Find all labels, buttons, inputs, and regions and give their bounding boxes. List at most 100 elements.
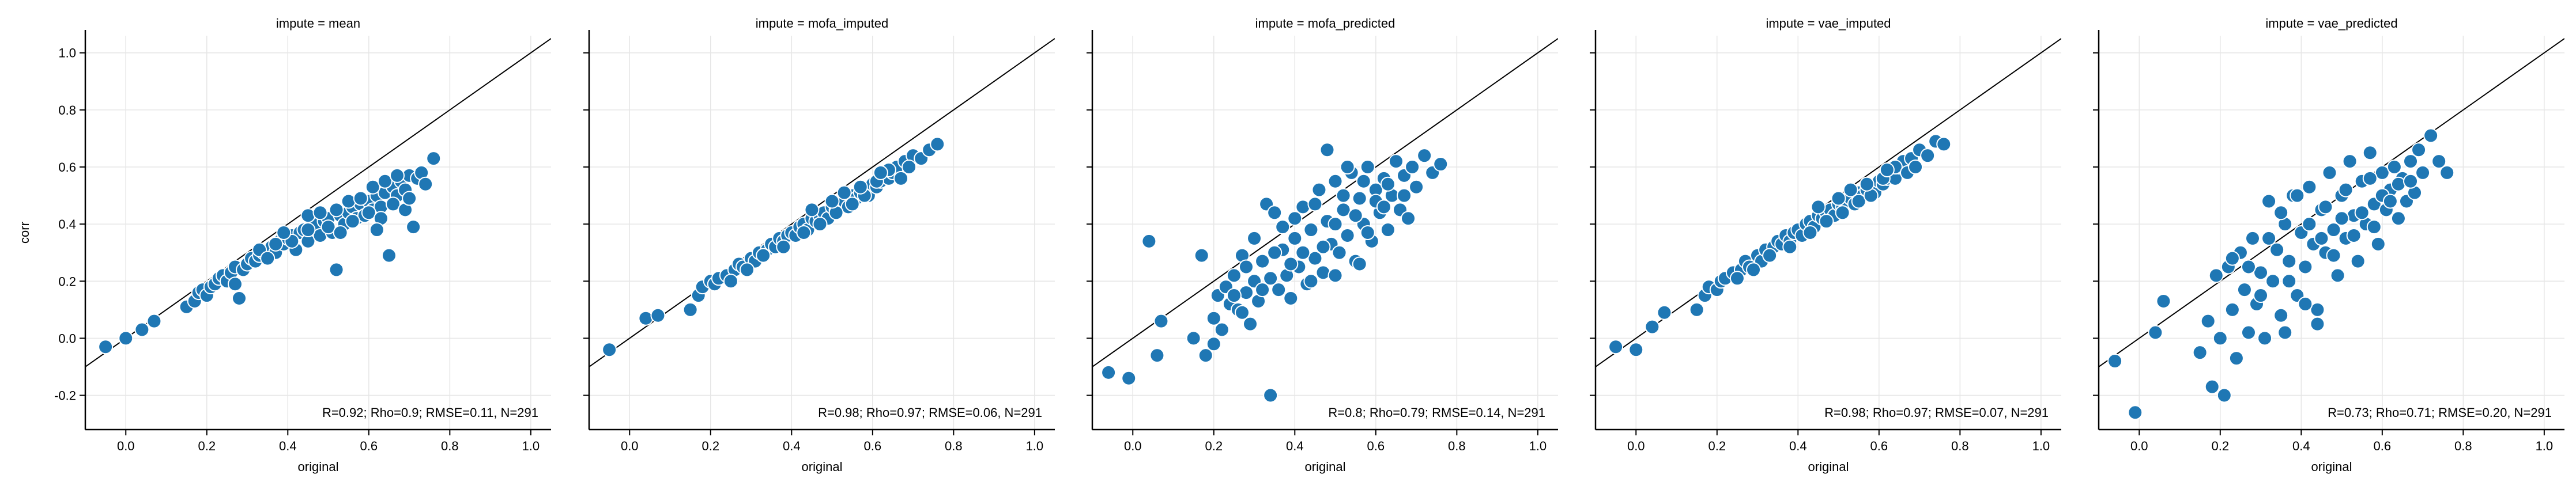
data-point: [2334, 211, 2349, 226]
data-point: [2302, 217, 2317, 232]
data-point: [1908, 160, 1923, 174]
data-point: [1271, 282, 1287, 298]
data-point: [1879, 162, 1895, 177]
data-point: [1843, 182, 1858, 198]
data-point: [369, 222, 384, 238]
data-point: [1263, 388, 1278, 403]
panel-3: 0.0 0.2 0.4 0.6 0.8 1.0 impute = mofa_predicte…: [1087, 16, 1558, 474]
y-tick-label: 0.0: [58, 331, 76, 346]
x-tick-label: 0.6: [360, 439, 378, 453]
data-point: [1851, 193, 1866, 209]
data-point: [2204, 379, 2220, 394]
data-point: [1255, 282, 1270, 298]
data-point: [1247, 230, 1262, 246]
data-point: [756, 248, 771, 263]
data-point: [740, 262, 755, 278]
data-point: [1287, 211, 1303, 226]
x-tick-label: 0.4: [1286, 439, 1304, 453]
data-point: [365, 179, 380, 195]
data-point: [231, 291, 247, 306]
data-point: [329, 202, 344, 218]
data-point: [1303, 274, 1319, 289]
x-axis-label: original: [1305, 460, 1346, 474]
x-tick-label: 0.0: [621, 439, 639, 453]
data-point: [2265, 274, 2281, 289]
data-point: [2342, 154, 2358, 169]
data-point: [1360, 160, 1375, 174]
data-point: [1206, 310, 1221, 326]
data-point: [1380, 176, 1396, 192]
data-point: [853, 179, 868, 195]
data-point: [2200, 313, 2216, 329]
data-point: [2415, 165, 2431, 180]
data-point: [1255, 253, 1270, 269]
data-point: [804, 202, 820, 218]
data-point: [2318, 199, 2333, 215]
data-point: [1332, 245, 1347, 260]
data-point: [2326, 222, 2341, 238]
data-point: [385, 196, 401, 212]
data-point: [1327, 268, 1343, 283]
x-tick-label: 1.0: [2536, 439, 2554, 453]
data-point: [1376, 199, 1391, 215]
panel-2: 0.0 0.2 0.4 0.6 0.8 1.0 impute = mofa_imputedo…: [583, 16, 1055, 474]
data-point: [98, 339, 114, 355]
data-point: [1417, 148, 1432, 164]
data-point: [2322, 165, 2337, 180]
data-point: [1352, 256, 1367, 272]
data-point: [2386, 160, 2402, 174]
stats-annotation: R=0.92; Rho=0.9; RMSE=0.11, N=291: [322, 405, 538, 420]
x-tick-label: 0.8: [1951, 439, 1969, 453]
data-point: [2314, 230, 2329, 246]
data-point: [2390, 176, 2406, 192]
data-point: [1340, 160, 1355, 174]
data-point: [2216, 388, 2232, 403]
x-tick-label: 0.0: [2130, 439, 2148, 453]
x-tick-label: 0.8: [2454, 439, 2472, 453]
data-point: [2403, 154, 2419, 169]
data-point: [2241, 325, 2256, 340]
data-point: [602, 342, 617, 358]
data-point: [902, 160, 917, 174]
x-tick-label: 0.2: [198, 439, 216, 453]
data-point: [2298, 296, 2313, 312]
panel-title: impute = mofa_predicted: [1255, 16, 1396, 31]
data-point: [776, 239, 791, 255]
data-point: [2107, 354, 2123, 369]
data-point: [638, 310, 654, 326]
data-point: [2212, 331, 2228, 346]
data-point: [1819, 214, 1834, 229]
y-tick-label: 0.6: [58, 160, 76, 174]
data-point: [1645, 319, 1660, 335]
data-point: [1657, 305, 1672, 320]
data-point: [2273, 205, 2289, 221]
data-point: [844, 196, 860, 212]
data-point: [1141, 233, 1157, 249]
data-point: [260, 251, 276, 266]
identity-line: [85, 38, 551, 367]
data-point: [227, 276, 243, 292]
data-point: [312, 205, 328, 221]
y-tick-label: -0.2: [54, 389, 76, 403]
data-point: [2403, 173, 2419, 189]
data-point: [1101, 365, 1117, 380]
data-point: [1243, 316, 1258, 332]
data-point: [418, 176, 433, 192]
y-tick-label: 1.0: [58, 46, 76, 60]
data-point: [1206, 336, 1221, 352]
data-point: [2228, 351, 2244, 366]
data-point: [836, 185, 852, 200]
data-point: [930, 136, 945, 152]
panel-5: 0.0 0.2 0.4 0.6 0.8 1.0 impute = vae_predicted…: [2093, 16, 2564, 474]
data-point: [1198, 348, 1213, 363]
data-point: [276, 225, 292, 240]
x-tick-label: 0.6: [1870, 439, 1888, 453]
panel-1: 0.0 0.2 0.4 0.6 0.8 1.0 -0.2 0.0 0.2 0.4 0.6 0.8 1.0…: [17, 16, 551, 474]
data-point: [134, 322, 150, 337]
data-point: [2128, 405, 2143, 420]
y-tick-label: 0.2: [58, 274, 76, 289]
data-point: [1275, 219, 1291, 235]
x-tick-label: 0.4: [1789, 439, 1807, 453]
identity-line: [589, 38, 1055, 367]
data-point: [1327, 173, 1343, 189]
